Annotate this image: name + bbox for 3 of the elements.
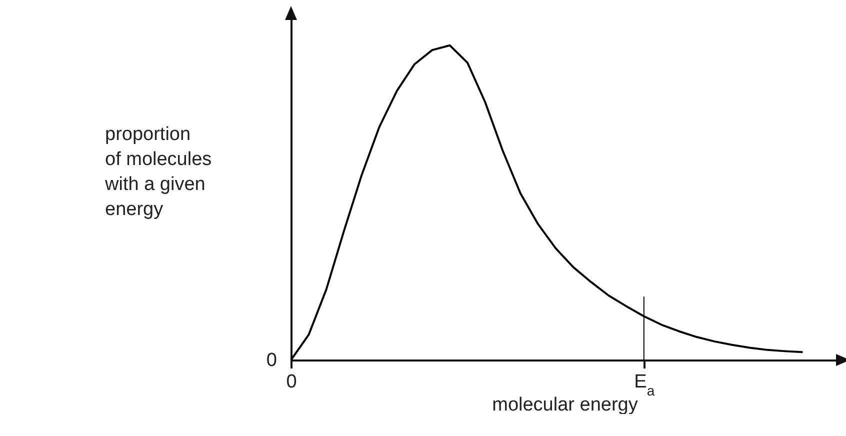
annotation: 0 xyxy=(266,350,277,371)
x-tick-label: E$_{a}$ xyxy=(634,372,655,398)
y-axis-title: proportion of molecules with a given energy xyxy=(104,123,213,222)
